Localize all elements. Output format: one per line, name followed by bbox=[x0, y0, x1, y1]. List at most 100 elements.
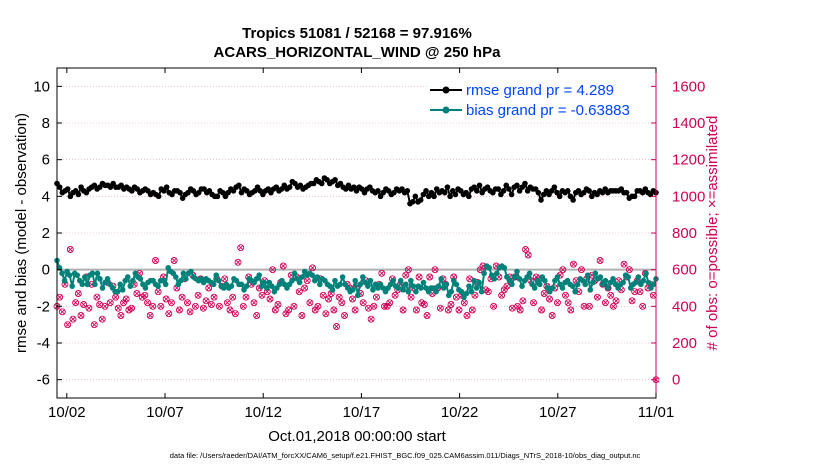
bias-point bbox=[243, 283, 250, 289]
obs-possible-point bbox=[199, 304, 207, 312]
rmse-point bbox=[522, 180, 528, 187]
obs-assimilated-point bbox=[403, 272, 409, 278]
bias-point bbox=[582, 281, 589, 288]
obs-possible-point bbox=[168, 299, 175, 307]
bias-point bbox=[367, 277, 374, 284]
bias-point bbox=[370, 287, 376, 293]
bias-point bbox=[352, 277, 359, 284]
obs-possible-point bbox=[540, 290, 548, 297]
x-tick-label: 10/02 bbox=[48, 404, 86, 421]
obs-assimilated-point bbox=[331, 307, 337, 313]
obs-assimilated-point bbox=[291, 303, 297, 309]
obs-possible-point bbox=[69, 315, 77, 323]
x-tick-label: 11/01 bbox=[638, 404, 674, 421]
rmse-point bbox=[431, 193, 437, 200]
bias-point bbox=[458, 288, 465, 295]
obs-assimilated-point bbox=[65, 322, 71, 328]
obs-possible-point bbox=[548, 312, 556, 319]
obs-assimilated-point bbox=[387, 300, 393, 306]
obs-assimilated-point bbox=[379, 270, 385, 276]
legend-marker-bias bbox=[442, 106, 450, 114]
bias-point bbox=[410, 283, 417, 289]
obs-assimilated-point bbox=[285, 307, 292, 313]
obs-assimilated-point bbox=[120, 300, 127, 306]
obs-possible-point bbox=[98, 315, 106, 323]
obs-possible-point bbox=[314, 302, 322, 310]
bias-point bbox=[620, 279, 626, 286]
obs-possible-point bbox=[519, 297, 527, 305]
bias-point bbox=[397, 277, 404, 284]
obs-assimilated-point bbox=[568, 307, 574, 313]
bias-point bbox=[261, 279, 268, 286]
obs-assimilated-point bbox=[259, 292, 265, 298]
obs-assimilated-point bbox=[166, 311, 172, 317]
obs-possible-point bbox=[152, 257, 159, 264]
obs-assimilated-point bbox=[613, 298, 619, 304]
obs-possible-point bbox=[447, 301, 455, 308]
bias-point bbox=[584, 272, 591, 278]
obs-assimilated-point bbox=[270, 267, 276, 273]
obs-assimilated-point bbox=[501, 287, 507, 293]
bias-point bbox=[443, 281, 450, 288]
obs-possible-point bbox=[596, 257, 604, 264]
obs-assimilated-point bbox=[67, 246, 73, 253]
rmse-point bbox=[417, 197, 424, 203]
obs-assimilated-point bbox=[240, 303, 246, 309]
obs-assimilated-point bbox=[168, 300, 175, 306]
obs-assimilated-point bbox=[184, 300, 191, 306]
obs-possible-point bbox=[295, 288, 303, 296]
obs-assimilated-point bbox=[650, 292, 656, 298]
bias-point bbox=[408, 277, 414, 284]
bias-point bbox=[478, 288, 485, 295]
legend-box bbox=[427, 78, 651, 122]
obs-assimilated-point bbox=[368, 316, 374, 322]
obs-assimilated-point bbox=[81, 301, 87, 308]
bias-point bbox=[402, 281, 409, 288]
obs-assimilated-point bbox=[490, 303, 497, 309]
obs-possible-point bbox=[604, 284, 612, 292]
obs-possible-point bbox=[178, 293, 186, 301]
obs-assimilated-point bbox=[530, 300, 537, 306]
obs-assimilated-point bbox=[525, 252, 531, 258]
rmse-point bbox=[236, 182, 242, 189]
obs-possible-point bbox=[165, 310, 173, 318]
y-tick-label-right: 800 bbox=[672, 225, 697, 242]
obs-possible-point bbox=[234, 258, 242, 266]
obs-possible-point bbox=[221, 275, 229, 283]
bias-point bbox=[210, 281, 217, 288]
rmse-point bbox=[564, 188, 571, 194]
obs-possible-point bbox=[562, 291, 569, 299]
obs-assimilated-point bbox=[541, 290, 547, 297]
rmse-point bbox=[409, 199, 416, 205]
bias-point bbox=[587, 287, 594, 293]
rmse-point bbox=[286, 184, 293, 190]
rmse-point bbox=[56, 184, 63, 190]
obs-possible-point bbox=[122, 295, 130, 303]
bias-point bbox=[256, 272, 262, 278]
obs-possible-point bbox=[226, 306, 234, 314]
obs-assimilated-point bbox=[509, 305, 515, 311]
bias-point bbox=[66, 272, 73, 278]
obs-possible-point bbox=[530, 299, 537, 307]
obs-possible-point bbox=[567, 306, 575, 314]
obs-assimilated-point bbox=[70, 316, 76, 322]
footnote-data-file: data file: /Users/raeder/DAI/ATM_forcXX/… bbox=[170, 451, 641, 460]
obs-possible-point bbox=[463, 312, 471, 319]
bias-point bbox=[463, 290, 470, 297]
obs-possible-point bbox=[444, 306, 452, 314]
legend-label-bias: bias grand pr = -0.63883 bbox=[466, 102, 630, 119]
rmse-point bbox=[495, 186, 502, 192]
obs-possible-point bbox=[183, 299, 191, 307]
obs-possible-point bbox=[593, 293, 601, 301]
bias-point bbox=[104, 276, 111, 282]
bias-point bbox=[127, 283, 134, 289]
obs-possible-point bbox=[585, 302, 593, 310]
chart-title-line1: Tropics 51081 / 52168 = 97.916% bbox=[242, 25, 472, 42]
obs-possible-point bbox=[402, 271, 410, 279]
obs-possible-point bbox=[484, 288, 492, 296]
bias-point bbox=[155, 283, 161, 289]
rmse-point bbox=[631, 193, 638, 200]
obs-assimilated-point bbox=[448, 301, 454, 308]
bias-point bbox=[632, 279, 639, 286]
